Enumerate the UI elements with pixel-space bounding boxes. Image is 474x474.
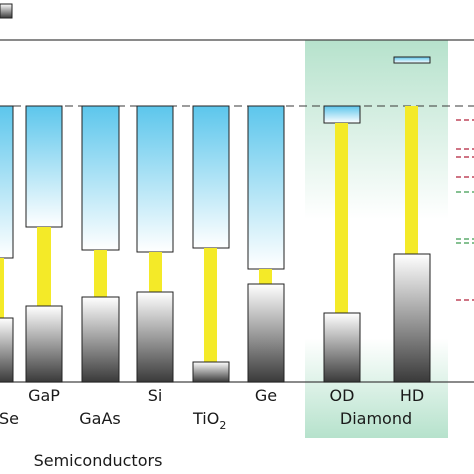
gap-bar-gap: [37, 227, 51, 306]
valence-band-swatch: [0, 3, 13, 19]
label-ge: Ge: [255, 386, 277, 405]
conduction-band-tio2: [192, 105, 230, 249]
gap-bar-si: [149, 252, 162, 292]
conduction-band-hd: [393, 56, 431, 64]
label-tio2: TiO2: [192, 409, 226, 432]
valence-band-hd: [393, 253, 431, 383]
label-znse: Se: [0, 409, 19, 428]
band-si: [136, 105, 174, 383]
band-ge: [247, 105, 285, 383]
group-label-semiconductors: Semiconductors: [34, 451, 163, 470]
valence-band-si: [136, 291, 174, 383]
valence-band-tio2: [192, 361, 230, 383]
conduction-band-si: [136, 105, 174, 253]
gap-bar-znse: [0, 258, 4, 318]
redox-levels: [456, 119, 474, 301]
label-od: OD: [330, 386, 355, 405]
gap-bar-tio2: [204, 248, 217, 362]
label-gap: GaP: [28, 386, 60, 405]
label-hd: HD: [400, 386, 424, 405]
conduction-band-od: [323, 105, 361, 124]
label-si: Si: [148, 386, 163, 405]
gap-bar-gaas: [94, 250, 107, 297]
valence-band-ge: [247, 283, 285, 383]
conduction-band-znse: [0, 105, 14, 259]
conduction-band-gap: [25, 105, 63, 228]
label-tio2-sub: 2: [219, 419, 226, 432]
band-od: [323, 105, 361, 383]
conduction-band-ge: [247, 105, 285, 270]
band-tio2: [192, 105, 230, 383]
label-gaas: GaAs: [79, 409, 120, 428]
gap-bar-ge: [259, 269, 272, 284]
valence-band-gap: [25, 305, 63, 383]
label-tio2-main: TiO: [192, 409, 219, 428]
band-znse: [0, 105, 14, 383]
valence-band-znse: [0, 317, 14, 383]
band-gap: [25, 105, 63, 383]
band-hd: [393, 56, 431, 383]
group-label-diamond: Diamond: [340, 409, 412, 428]
valence-band-od: [323, 312, 361, 383]
gap-bar-od: [335, 123, 348, 313]
valence-band-gaas: [81, 296, 120, 383]
band-gaas: [81, 105, 120, 383]
conduction-band-gaas: [81, 105, 120, 251]
gap-bar-hd: [405, 106, 418, 254]
